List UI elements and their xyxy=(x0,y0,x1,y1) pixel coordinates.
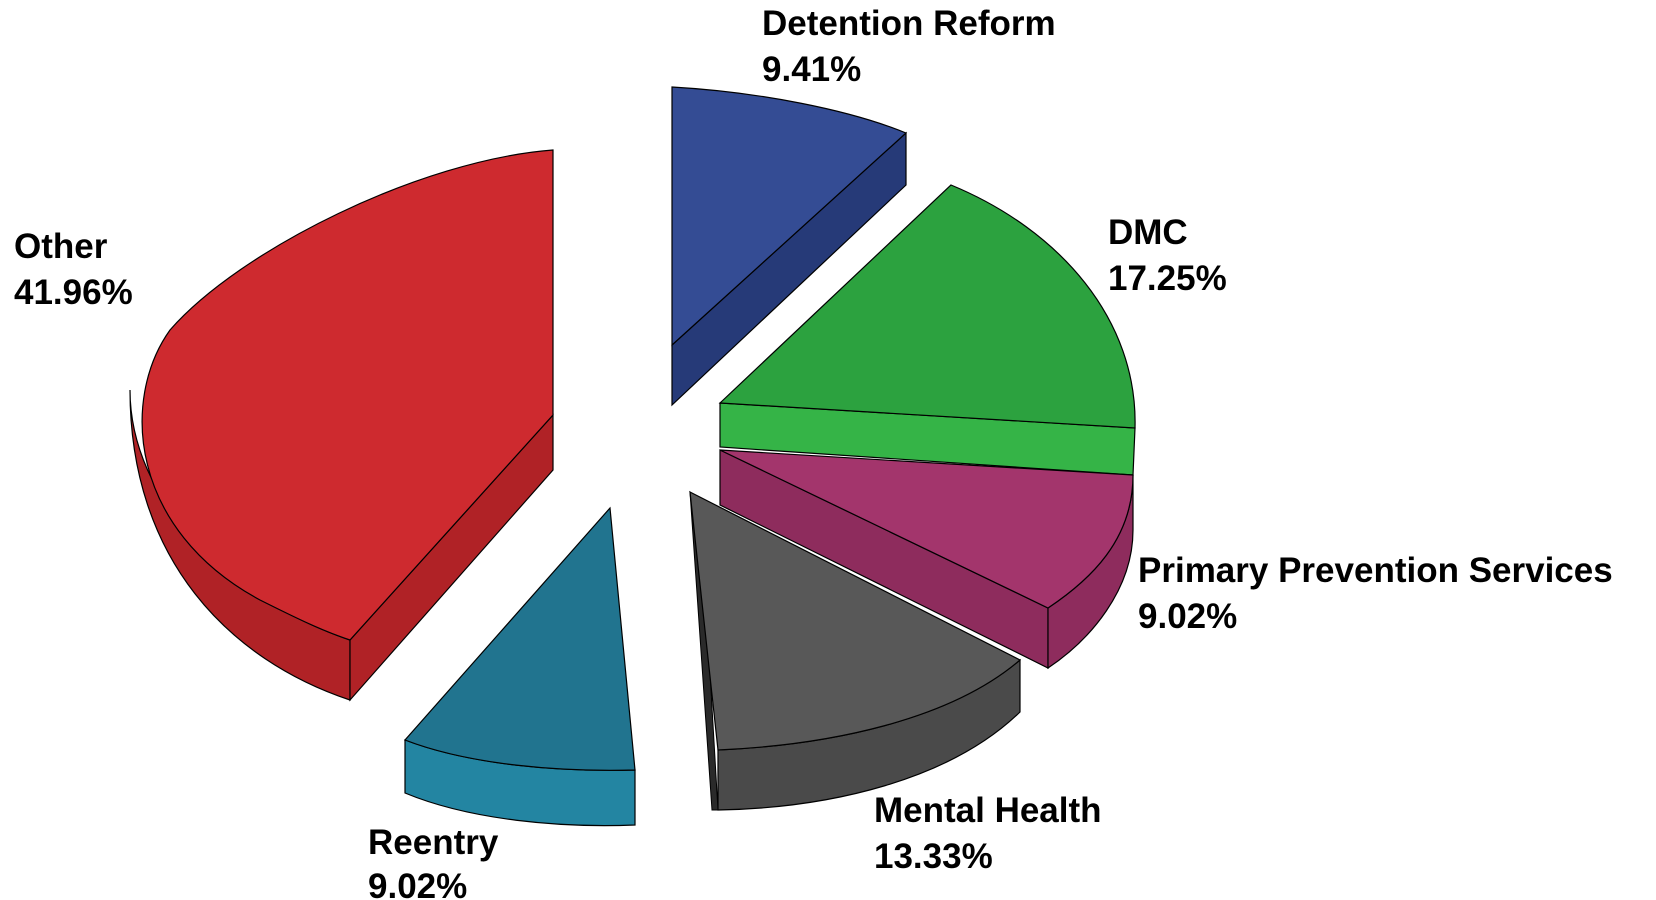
slice-label-dmc-name: DMC xyxy=(1108,213,1188,252)
slice-label-other-value: 41.96% xyxy=(14,273,133,312)
slice-detention-reform-top xyxy=(671,86,908,347)
slice-label-primary-prevention-services: Primary Prevention Services 9.02% xyxy=(1138,551,1613,636)
slice-other xyxy=(129,149,554,702)
slice-label-detention-reform-name: Detention Reform xyxy=(762,4,1056,43)
slice-label-primary-prevention-services-value: 9.02% xyxy=(1138,597,1237,636)
slice-mental-health xyxy=(689,490,1022,811)
slice-other-top xyxy=(141,149,554,641)
slice-label-dmc-value: 17.25% xyxy=(1108,259,1227,298)
slice-label-detention-reform: Detention Reform 9.41% xyxy=(762,4,1056,89)
slice-label-reentry: Reentry 9.02% xyxy=(368,823,499,900)
slice-primary-prevention-services-top xyxy=(719,449,1134,609)
slice-label-reentry-value: 9.02% xyxy=(368,867,467,900)
slice-reentry xyxy=(403,506,636,827)
slice-detention-reform xyxy=(671,86,908,407)
slice-primary-prevention-services xyxy=(719,449,1134,670)
slice-label-other-name: Other xyxy=(14,227,108,266)
slice-label-other: Other 41.96% xyxy=(14,227,133,312)
slice-reentry-top xyxy=(403,506,636,771)
slice-label-dmc: DMC 17.25% xyxy=(1108,213,1227,298)
slice-label-mental-health-name: Mental Health xyxy=(874,791,1102,830)
slice-label-reentry-name: Reentry xyxy=(368,823,499,862)
slice-dmc-top xyxy=(718,184,1136,429)
slice-label-mental-health: Mental Health 13.33% xyxy=(874,791,1102,876)
slice-label-detention-reform-value: 9.41% xyxy=(762,50,861,89)
slice-mental-health-top xyxy=(689,490,1022,751)
slice-label-primary-prevention-services-name: Primary Prevention Services xyxy=(1138,551,1613,590)
slice-label-mental-health-value: 13.33% xyxy=(874,837,993,876)
